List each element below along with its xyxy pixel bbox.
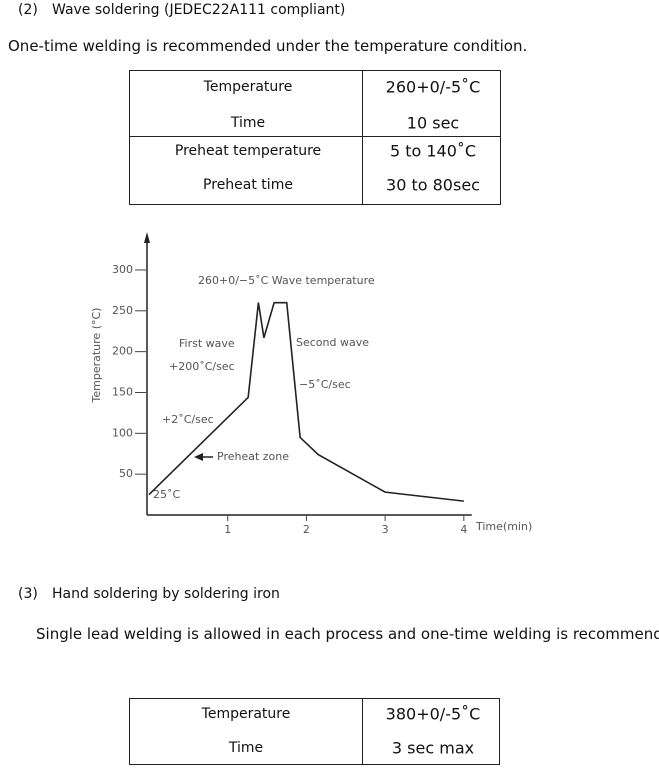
table-cell: 3 sec max: [391, 738, 475, 758]
table-cell: 10 sec: [406, 113, 460, 133]
section-number: (2): [18, 2, 38, 18]
paragraph: Single lead welding is allowed in each p…: [36, 625, 659, 643]
table: Temperature 260+0/-5˚C Time 10 sec Prehe…: [129, 70, 501, 205]
table: Temperature 380+0/-5˚C Time 3 sec max: [129, 698, 500, 765]
table-divider: [130, 136, 500, 137]
table-cell: Preheat temperature: [174, 143, 322, 159]
annotation: 25˚C: [153, 488, 180, 501]
y-tick-label: 50: [119, 467, 133, 480]
annotation: +2˚C/sec: [162, 413, 214, 426]
chart: Temperature (°C) Time(min) 50 100 150 200 25…: [90, 232, 532, 536]
section-title: Hand soldering by soldering iron: [52, 586, 280, 602]
table-cell: Time: [228, 740, 264, 756]
profile-line: [148, 301, 464, 502]
y-tick-label: 100: [112, 426, 133, 439]
annotation-arrow: [194, 453, 203, 461]
y-tick-label: 300: [112, 263, 133, 276]
x-axis-label: Time(min): [475, 520, 532, 533]
table-cell: 5 to 140˚C: [389, 141, 477, 161]
axis-arrow: [144, 232, 150, 243]
annotation: Preheat zone: [217, 450, 289, 463]
annotation: First wave: [179, 337, 235, 350]
y-tick-label: 250: [112, 304, 133, 317]
paragraph: One-time welding is recommended under th…: [8, 37, 528, 55]
table-cell: Time: [230, 115, 266, 131]
table-cell: 260+0/-5˚C: [385, 77, 481, 97]
x-tick-label: 4: [460, 523, 467, 536]
annotation: +200˚C/sec: [169, 360, 235, 373]
table-divider: [362, 71, 363, 204]
y-tick-label: 150: [112, 385, 133, 398]
table-cell: 380+0/-5˚C: [385, 704, 481, 724]
table-divider: [362, 699, 363, 764]
section-title: Wave soldering (JEDEC22A111 compliant): [52, 2, 346, 18]
table-cell: Preheat time: [203, 177, 293, 193]
x-tick-label: 1: [224, 523, 231, 536]
annotation: −5˚C/sec: [299, 378, 351, 391]
y-tick-label: 200: [112, 345, 133, 358]
table-cell: Temperature: [203, 79, 293, 95]
x-tick-label: 3: [382, 523, 389, 536]
section-number: (3): [18, 586, 38, 602]
table-cell: Temperature: [201, 706, 291, 722]
annotation: Second wave: [296, 336, 369, 349]
y-axis-label: Temperature (°C): [90, 308, 103, 404]
x-tick-label: 2: [303, 523, 310, 536]
annotation: 260+0/−5˚C Wave temperature: [198, 274, 375, 287]
table-cell: 30 to 80sec: [386, 175, 480, 195]
